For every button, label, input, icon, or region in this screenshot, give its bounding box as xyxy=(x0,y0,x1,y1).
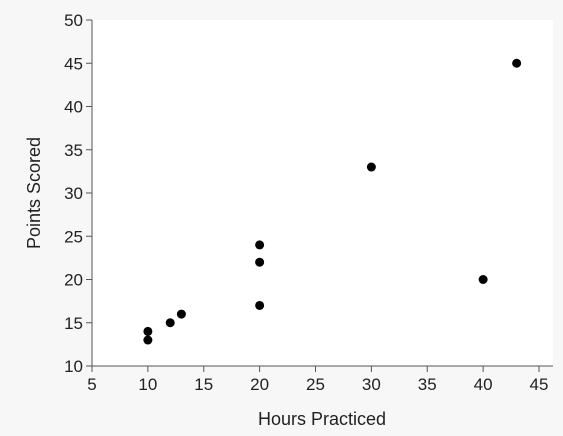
y-tick-label: 45 xyxy=(64,54,83,73)
y-tick-label: 25 xyxy=(64,227,83,246)
scatter-point xyxy=(165,318,175,328)
y-tick-label: 35 xyxy=(64,141,83,160)
y-tick-label: 40 xyxy=(64,98,83,117)
x-axis-title: Hours Practiced xyxy=(258,409,386,429)
x-tick-label: 15 xyxy=(194,375,213,394)
scatter-point xyxy=(255,300,265,310)
scatter-point xyxy=(255,240,265,250)
x-axis-ticks: 5 10 15 20 25 30 35 40 45 xyxy=(87,366,548,394)
x-tick-label: 5 xyxy=(87,375,96,394)
scatter-point xyxy=(176,309,186,319)
x-tick-label: 35 xyxy=(418,375,437,394)
scatter-point xyxy=(255,257,265,267)
y-tick-label: 15 xyxy=(64,314,83,333)
y-tick-label: 30 xyxy=(64,184,83,203)
x-tick-label: 45 xyxy=(530,375,549,394)
x-tick-label: 25 xyxy=(306,375,325,394)
y-tick-label: 50 xyxy=(64,11,83,30)
data-points xyxy=(143,58,522,345)
x-tick-label: 30 xyxy=(362,375,381,394)
scatter-point xyxy=(143,335,153,345)
y-axis-title: Points Scored xyxy=(24,137,44,249)
plot-area xyxy=(92,20,553,366)
scatter-point xyxy=(512,58,522,68)
x-tick-label: 10 xyxy=(138,375,157,394)
x-tick-label: 20 xyxy=(250,375,269,394)
y-axis-ticks: 10 15 20 25 30 35 40 45 50 xyxy=(64,11,92,376)
scatter-point xyxy=(366,162,376,172)
y-tick-label: 10 xyxy=(64,357,83,376)
scatter-point xyxy=(478,275,488,284)
y-tick-label: 20 xyxy=(64,271,83,290)
scatter-point xyxy=(143,326,153,336)
x-tick-label: 40 xyxy=(474,375,493,394)
